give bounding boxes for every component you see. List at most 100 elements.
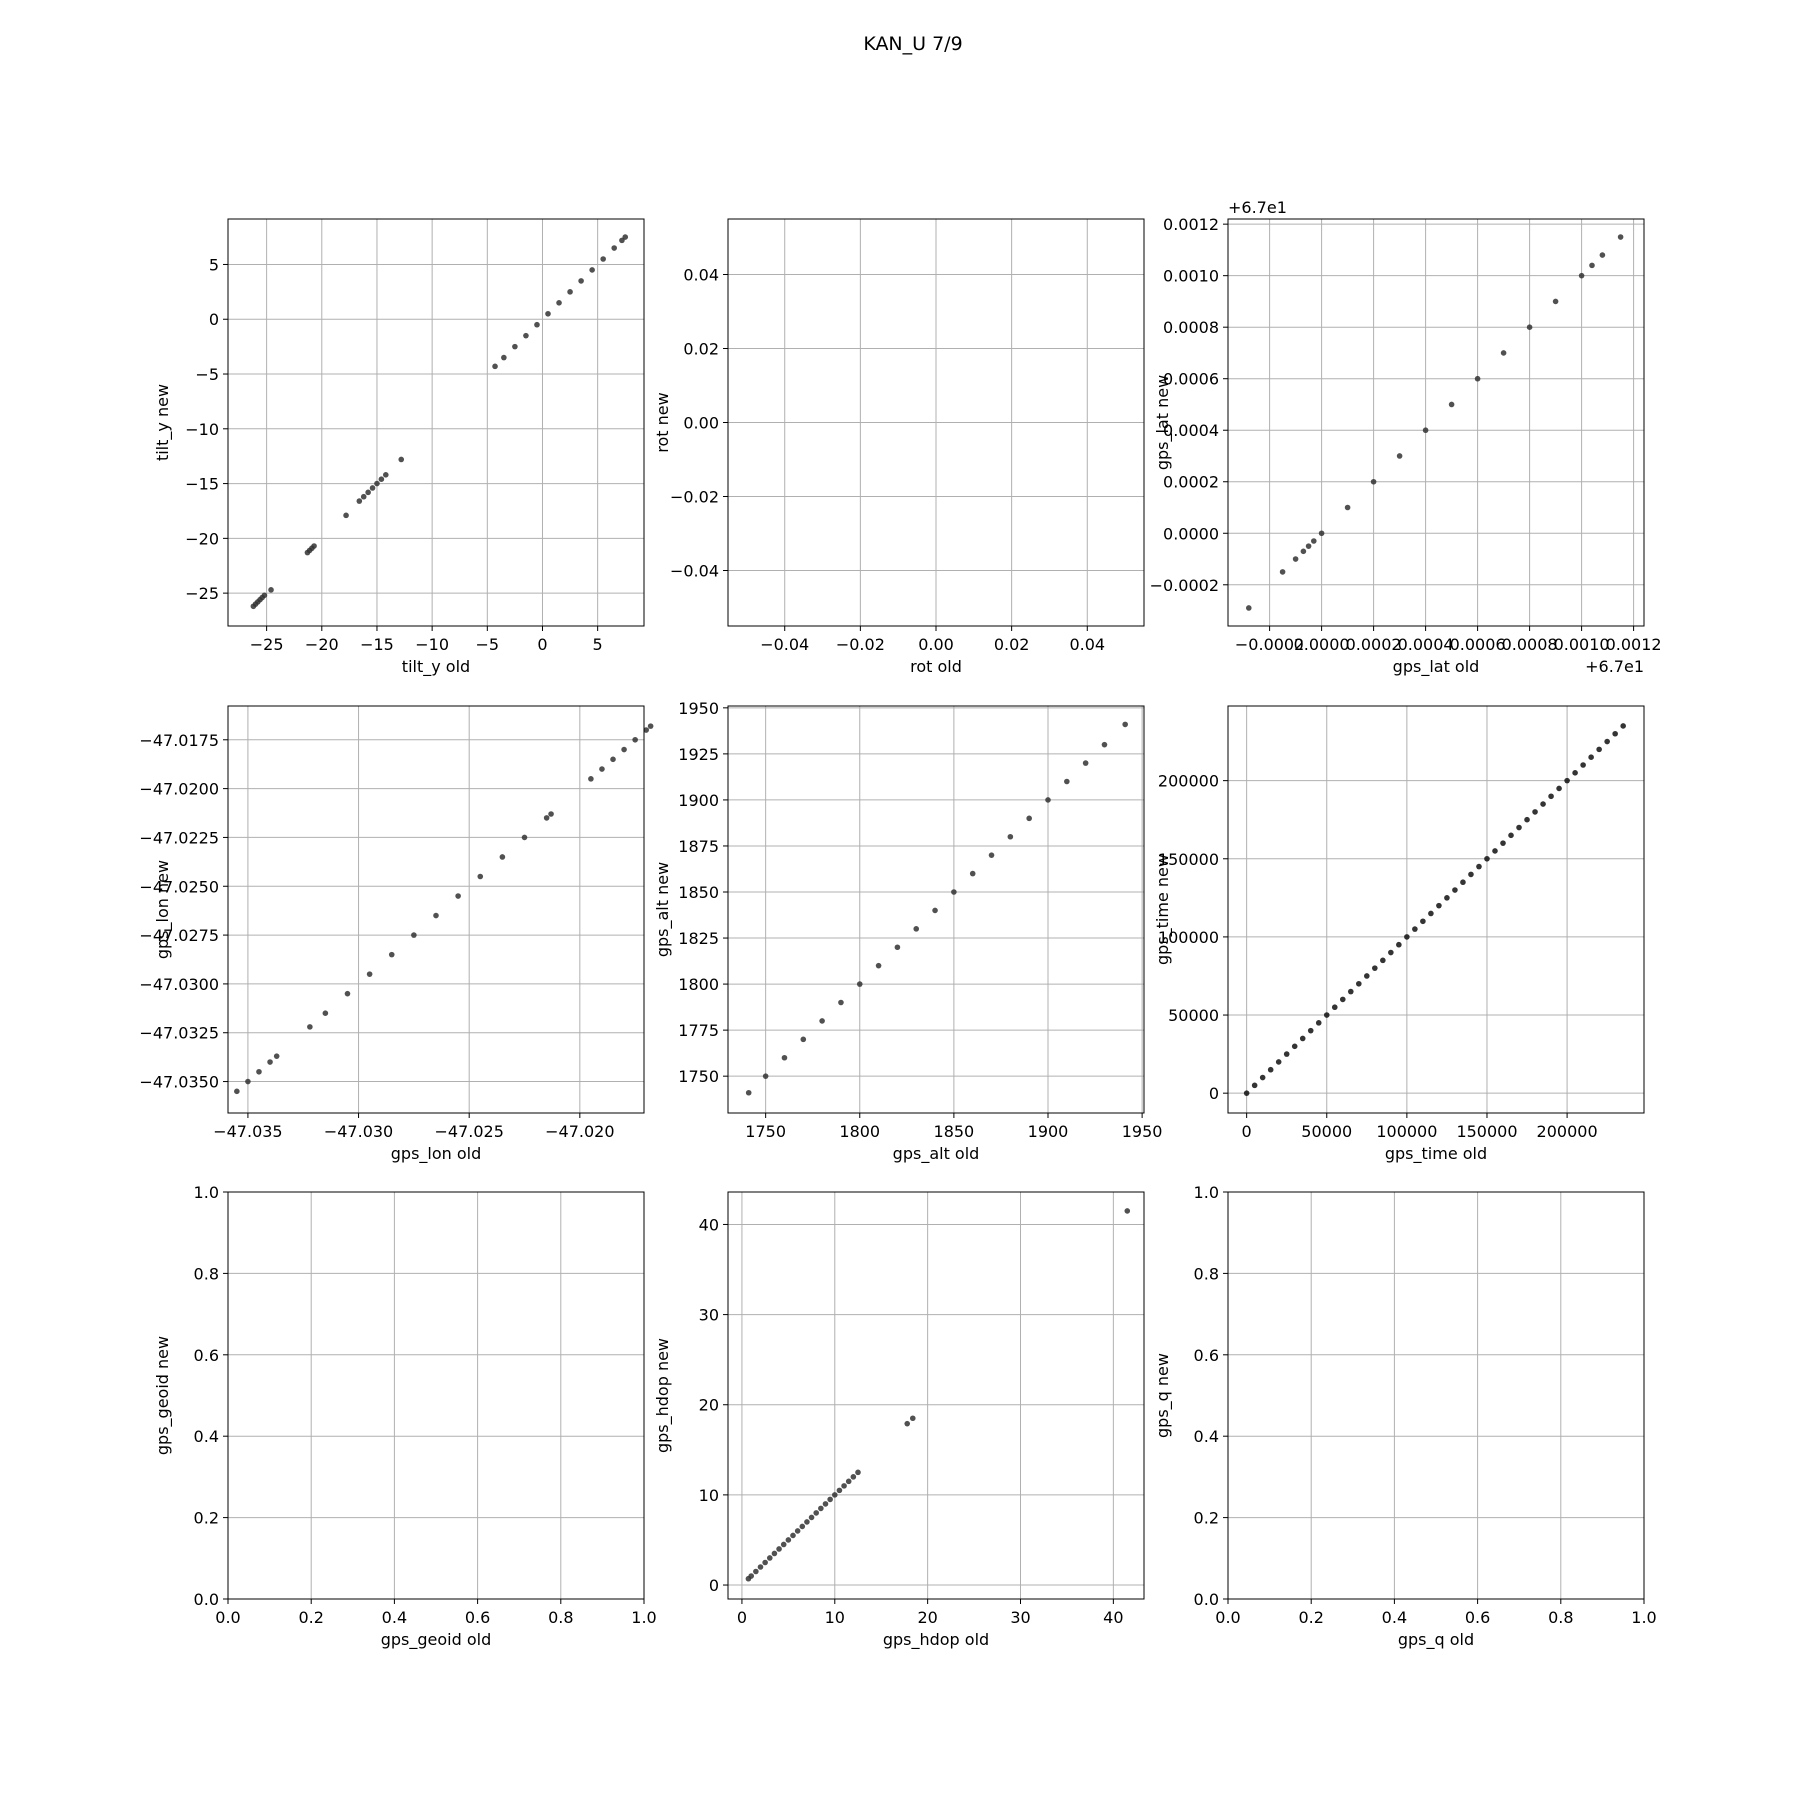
point — [261, 592, 268, 599]
point — [1556, 785, 1562, 792]
x-tick-label: 150000 — [1456, 1122, 1517, 1141]
y-tick-label: 1950 — [678, 699, 719, 718]
x-tick-label: 20 — [917, 1608, 937, 1627]
point — [1572, 770, 1578, 776]
x-tick-label: 0.8 — [1548, 1608, 1573, 1627]
y-tick-label: 0 — [209, 310, 219, 329]
point — [1526, 324, 1533, 330]
x-tick-label: 0 — [737, 1608, 747, 1627]
point — [567, 289, 573, 295]
point — [343, 512, 349, 519]
x-tick-label: −20 — [305, 635, 339, 654]
point — [411, 932, 417, 938]
x-tick-label: 0.0008 — [1502, 635, 1558, 654]
y-tick-label: 200000 — [1158, 772, 1219, 791]
point — [1300, 548, 1307, 555]
y-tick-label: −47.0200 — [139, 780, 219, 799]
y-tick-label: −47.0300 — [139, 975, 219, 994]
x-tick-label: 1800 — [839, 1122, 880, 1141]
point — [1388, 949, 1394, 956]
point — [1291, 1043, 1298, 1050]
point — [398, 456, 405, 463]
point — [757, 1564, 764, 1570]
subplot: −0.00020.00000.00020.00040.00060.00080.0… — [1150, 198, 1662, 677]
point — [545, 310, 551, 317]
point — [1007, 833, 1014, 840]
y-tick-label: −47.0225 — [139, 828, 219, 847]
point — [1564, 777, 1570, 784]
point — [1428, 910, 1434, 917]
point — [1082, 760, 1089, 766]
point — [1344, 504, 1351, 511]
point — [1064, 778, 1070, 785]
point — [388, 951, 395, 958]
y-tick-label: 0.8 — [194, 1264, 219, 1283]
y-tick-label: 1850 — [678, 883, 719, 902]
point — [1552, 298, 1559, 305]
point — [1500, 840, 1506, 846]
point — [1620, 723, 1626, 729]
point — [932, 907, 938, 914]
point — [1532, 809, 1538, 815]
point — [492, 363, 498, 370]
point — [1347, 988, 1354, 995]
point — [1299, 1035, 1306, 1042]
point — [1468, 871, 1474, 878]
point — [543, 815, 550, 821]
point — [611, 245, 618, 251]
x-axis-label: gps_lat old — [1393, 657, 1480, 677]
x-tick-label: 0.0 — [1215, 1608, 1240, 1627]
x-axis-label: rot old — [910, 657, 962, 676]
point — [1279, 569, 1286, 575]
y-axis-label: gps_q new — [1153, 1353, 1173, 1438]
point — [523, 332, 529, 339]
point — [845, 1478, 852, 1485]
x-tick-label: 1850 — [934, 1122, 975, 1141]
point — [904, 1420, 911, 1427]
x-offset-text: +6.7e1 — [1585, 657, 1644, 676]
x-tick-label: 0.0012 — [1606, 635, 1662, 654]
point — [1122, 721, 1128, 728]
point — [647, 723, 654, 729]
point — [273, 1053, 280, 1059]
subplot: 0 50000 100000 150000 200000 0 50000 100000 1500… — [1153, 705, 1645, 1164]
x-tick-label: 1.0 — [631, 1608, 656, 1627]
point — [1339, 996, 1346, 1003]
y-tick-label: 50000 — [1168, 1006, 1219, 1025]
y-tick-label: 0.0010 — [1163, 267, 1219, 286]
x-tick-label: −10 — [415, 635, 449, 654]
point — [477, 873, 484, 880]
y-tick-label: 1825 — [678, 929, 719, 948]
point — [762, 1559, 768, 1566]
x-tick-label: 200000 — [1537, 1122, 1598, 1141]
point — [1578, 272, 1585, 279]
y-tick-label: −47.0325 — [139, 1024, 219, 1043]
y-tick-label: 30 — [699, 1306, 719, 1325]
point — [969, 870, 976, 877]
point — [875, 962, 882, 969]
point — [1246, 605, 1252, 611]
axes-frame — [227, 705, 645, 1114]
point — [1476, 863, 1482, 870]
point — [1422, 427, 1429, 434]
point — [1540, 801, 1546, 807]
point — [766, 1555, 773, 1561]
point — [1484, 855, 1490, 862]
y-tick-label: 0.04 — [683, 266, 719, 285]
point — [455, 893, 461, 899]
point — [1372, 965, 1378, 971]
y-tick-label: 100000 — [1158, 928, 1219, 947]
subplot: 0.0 0.2 0.4 0.6 0.8 1.0 0.0 0.2 0.4 0.6 0.8 1.0 gps_… — [153, 1183, 657, 1650]
x-tick-label: 0.0010 — [1554, 635, 1610, 654]
point — [819, 1018, 825, 1024]
point — [1124, 1208, 1131, 1214]
point — [365, 489, 371, 496]
point — [1452, 887, 1458, 893]
x-tick-label: 0.8 — [548, 1608, 573, 1627]
point — [1474, 375, 1481, 382]
x-tick-label: 0.00 — [918, 635, 954, 654]
point — [1420, 918, 1426, 925]
x-tick-label: 0.2 — [1298, 1608, 1323, 1627]
point — [838, 999, 844, 1006]
point — [841, 1483, 847, 1489]
